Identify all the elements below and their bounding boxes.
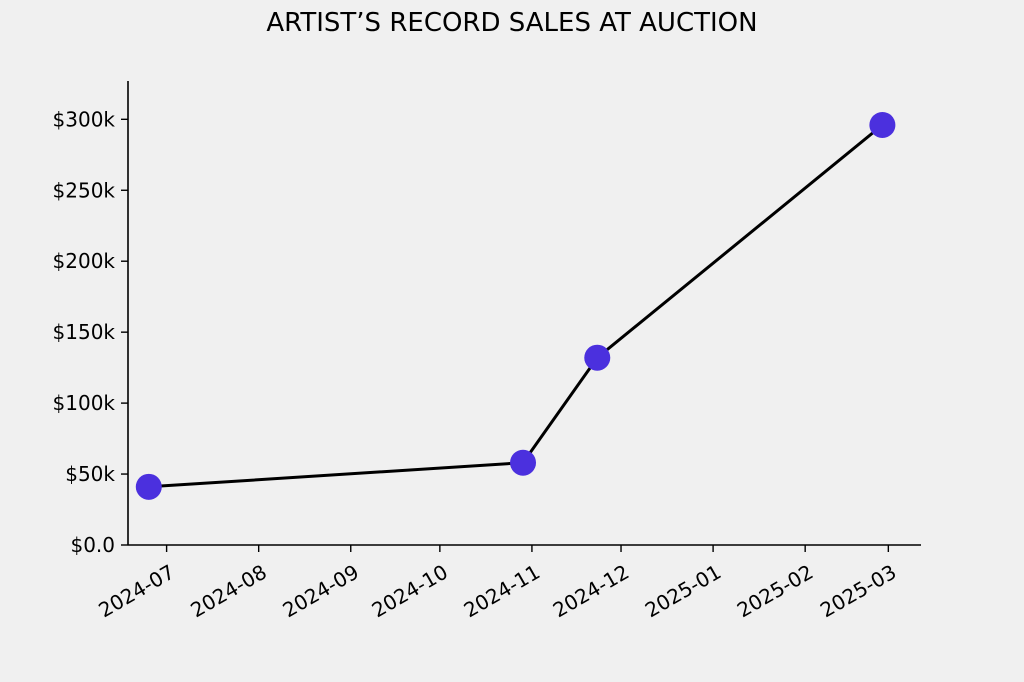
x-tick-label: 2024-12	[549, 560, 633, 623]
x-tick-label: 2024-08	[186, 560, 270, 623]
data-point	[135, 473, 162, 500]
x-tick-label: 2024-07	[94, 560, 178, 623]
data-point	[510, 449, 537, 476]
series-line	[148, 123, 884, 489]
data-point	[584, 344, 611, 371]
x-tick-label: 2025-03	[816, 560, 900, 623]
x-tick-label: 2025-01	[641, 560, 725, 623]
x-tick-label: 2024-09	[278, 560, 362, 623]
y-tick-label: $300k	[53, 107, 116, 131]
x-tick-label: 2024-10	[368, 560, 452, 623]
chart-title: ARTIST’S RECORD SALES AT AUCTION	[266, 8, 758, 38]
y-tick-label: $50k	[65, 462, 115, 486]
y-tick-label: $150k	[53, 320, 116, 344]
x-tick-label: 2024-11	[460, 560, 544, 623]
y-tick-label: $250k	[53, 178, 116, 202]
y-tick-label: $100k	[53, 391, 116, 415]
y-tick-label: $0.0	[70, 533, 115, 557]
data-point	[869, 111, 896, 138]
x-tick-label: 2025-02	[733, 560, 817, 623]
y-tick-label: $200k	[53, 249, 116, 273]
